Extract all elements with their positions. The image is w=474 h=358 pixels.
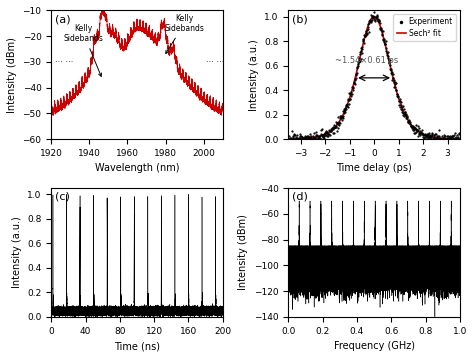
Experiment xyxy=(367,19,373,23)
Experiment xyxy=(388,67,393,71)
Text: (a): (a) xyxy=(55,14,70,24)
Sech² fit xyxy=(365,26,370,31)
Sech² fit xyxy=(452,137,458,141)
Text: ... ...: ... ... xyxy=(206,55,224,64)
Experiment xyxy=(368,20,374,24)
Y-axis label: Intensity (dBm): Intensity (dBm) xyxy=(7,37,17,113)
Line: Sech² fit: Sech² fit xyxy=(288,16,460,139)
Experiment xyxy=(372,9,377,14)
Text: (c): (c) xyxy=(55,192,70,202)
Sech² fit xyxy=(420,132,426,136)
X-axis label: Time (ns): Time (ns) xyxy=(114,341,160,351)
X-axis label: Time delay (ps): Time delay (ps) xyxy=(336,164,412,173)
Text: (d): (d) xyxy=(292,192,308,202)
Sech² fit xyxy=(457,137,463,141)
Y-axis label: Intensity (dBm): Intensity (dBm) xyxy=(238,214,248,290)
Experiment xyxy=(457,137,463,141)
Sech² fit xyxy=(294,137,300,141)
Text: Kelly
Sidebands: Kelly Sidebands xyxy=(64,24,103,76)
Sech² fit xyxy=(369,16,374,20)
Sech² fit xyxy=(285,137,291,141)
Experiment xyxy=(453,135,459,140)
X-axis label: Frequency (GHz): Frequency (GHz) xyxy=(334,341,415,351)
Experiment xyxy=(379,26,384,31)
Experiment xyxy=(426,135,432,139)
Text: ... ...: ... ... xyxy=(55,55,73,64)
Text: ~1.54×0.61 ps: ~1.54×0.61 ps xyxy=(335,56,398,65)
Sech² fit xyxy=(371,14,377,19)
Y-axis label: Intensity (a.u.): Intensity (a.u.) xyxy=(249,39,259,111)
X-axis label: Wavelength (nm): Wavelength (nm) xyxy=(95,164,179,173)
Legend: Experiment, Sech² fit: Experiment, Sech² fit xyxy=(393,14,456,41)
Text: Kelly
Sidebands: Kelly Sidebands xyxy=(165,14,205,53)
Y-axis label: Intensity (a.u.): Intensity (a.u.) xyxy=(11,217,22,288)
Text: (b): (b) xyxy=(292,14,308,24)
Line: Experiment: Experiment xyxy=(287,11,460,140)
Sech² fit xyxy=(452,137,458,141)
Experiment xyxy=(285,137,291,141)
